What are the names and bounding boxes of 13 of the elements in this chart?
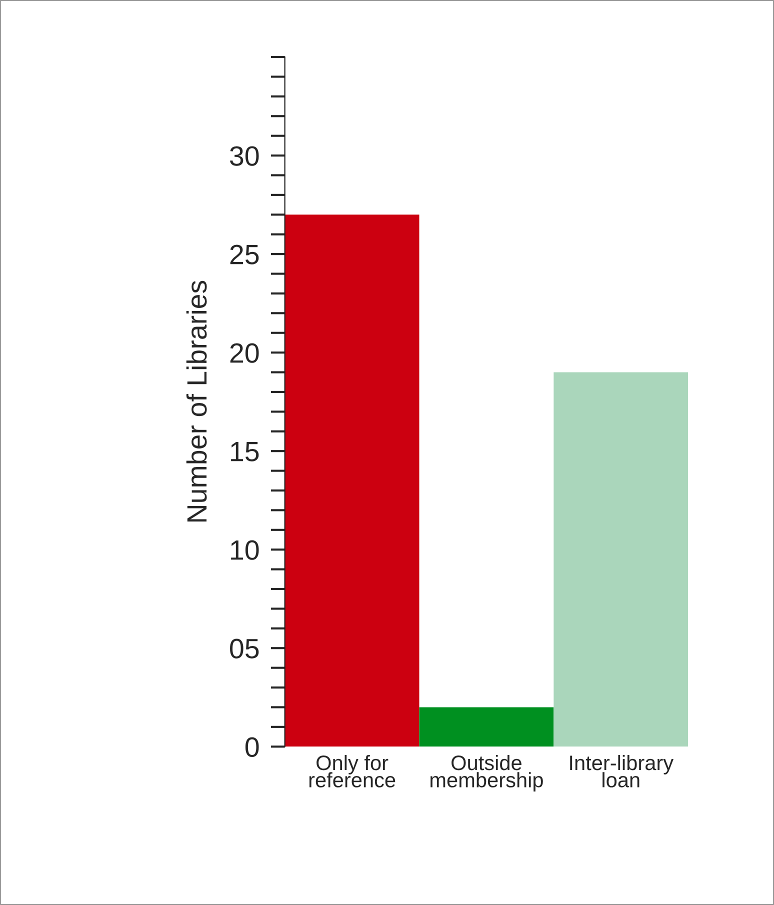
bar bbox=[554, 372, 688, 747]
y-tick-label: 10 bbox=[231, 540, 259, 560]
y-tick-label: 20 bbox=[230, 343, 259, 363]
y-tick-label: 0 bbox=[245, 737, 259, 757]
x-tick-label: Outside membership bbox=[430, 754, 543, 792]
y-axis-title: Number of Libraries bbox=[186, 280, 207, 522]
x-tick-label: Inter-library loan bbox=[570, 754, 674, 788]
y-tick-label: 05 bbox=[230, 638, 259, 658]
x-tick-label: Only for reference bbox=[309, 754, 396, 788]
bar bbox=[419, 707, 554, 747]
y-tick-label: 25 bbox=[230, 244, 259, 264]
y-tick-label: 30 bbox=[230, 146, 259, 166]
y-tick-label: 15 bbox=[231, 442, 259, 462]
